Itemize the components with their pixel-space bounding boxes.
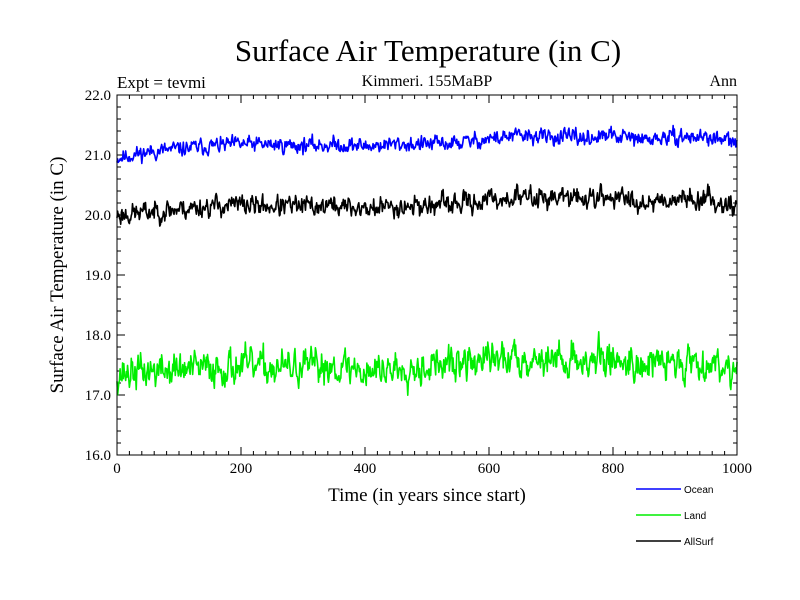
y-tick-label: 21.0 bbox=[85, 148, 111, 164]
x-tick-label: 800 bbox=[602, 461, 625, 477]
series-line-land bbox=[116, 331, 738, 396]
legend-label-allsurf: AllSurf bbox=[684, 537, 714, 548]
y-axis-label: Surface Air Temperature (in C) bbox=[47, 157, 68, 394]
chart-title: Surface Air Temperature (in C) bbox=[235, 33, 621, 68]
x-tick-label: 200 bbox=[230, 461, 253, 477]
series-line-allsurf bbox=[116, 182, 738, 227]
y-tick-label: 16.0 bbox=[85, 448, 111, 464]
x-tick-label: 400 bbox=[354, 461, 377, 477]
header-left: Expt = tevmi bbox=[117, 73, 206, 92]
y-tick-label: 22.0 bbox=[85, 88, 111, 104]
x-tick-label: 0 bbox=[113, 461, 121, 477]
x-tick-label: 600 bbox=[478, 461, 501, 477]
series-line-ocean bbox=[116, 124, 738, 165]
x-axis-label: Time (in years since start) bbox=[328, 485, 526, 506]
y-tick-label: 17.0 bbox=[85, 388, 111, 404]
series-layer bbox=[116, 124, 738, 396]
header-right: Ann bbox=[709, 73, 737, 90]
y-tick-label: 20.0 bbox=[85, 208, 111, 224]
legend-label-ocean: Ocean bbox=[684, 485, 713, 496]
y-tick-label: 18.0 bbox=[85, 328, 111, 344]
plot-frame bbox=[116, 94, 738, 456]
legend-label-land: Land bbox=[684, 511, 706, 522]
y-tick-label: 19.0 bbox=[85, 268, 111, 284]
x-tick-label: 1000 bbox=[722, 461, 752, 477]
axes: 16.0 17.0 18.0 19.0 20.0 21.0 22.0 0 200 400 600 80… bbox=[85, 88, 752, 477]
legend: Ocean Land AllSurf bbox=[636, 485, 714, 548]
header-center: Kimmeri. 155MaBP bbox=[362, 73, 493, 90]
